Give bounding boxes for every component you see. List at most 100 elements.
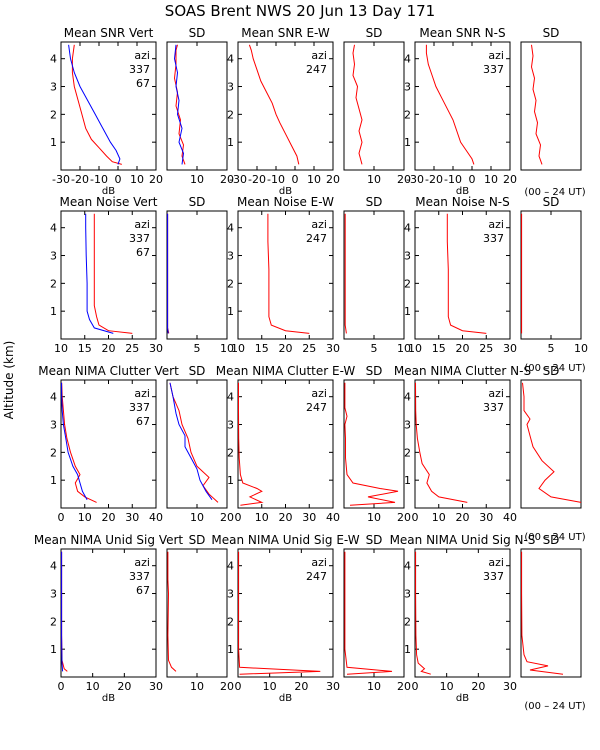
panel-title: Mean NIMA Clutter Vert <box>38 364 179 378</box>
x-tick-label: 20 <box>456 342 470 355</box>
y-tick-label: 3 <box>404 588 411 601</box>
x-tick-label: 0 <box>412 680 419 693</box>
x-tick-label: -20 <box>71 173 89 186</box>
series-line-red <box>344 213 347 334</box>
panel-frame <box>343 41 405 171</box>
panel-title: SD <box>366 26 383 40</box>
x-tick-label: 30 <box>326 342 340 355</box>
y-tick-label: 4 <box>50 391 57 404</box>
x-axis-label: dB <box>102 186 115 197</box>
panel-title: SD <box>189 533 206 547</box>
series-line-red <box>352 44 363 165</box>
legend-header: azi <box>134 49 150 62</box>
x-tick-label: 5 <box>194 342 201 355</box>
y-tick-label: 1 <box>227 474 234 487</box>
series-line-blue <box>61 551 64 672</box>
x-tick-label: 10 <box>574 342 588 355</box>
panel-23: Mean NIMA Unid Sig N-S 1 2 3 4 0 10 20 30 dB azi33… <box>390 533 536 704</box>
y-tick-label: 1 <box>404 136 411 149</box>
panel-title: Mean SNR Vert <box>64 26 154 40</box>
panel-22: SD 10 20 <box>343 533 411 693</box>
x-tick-label: -30 <box>229 173 247 186</box>
x-tick-label: 10 <box>397 342 411 355</box>
x-tick-label: 30 <box>326 680 340 693</box>
series-line-red <box>71 44 122 165</box>
panel-frame <box>166 210 228 340</box>
y-tick-label: 3 <box>50 81 57 94</box>
panel-19: Mean NIMA Unid Sig Vert 1 2 3 4 0 10 20 30 dB azi3… <box>34 533 184 704</box>
y-tick-label: 3 <box>404 250 411 263</box>
series-line-red <box>446 213 487 334</box>
y-tick-label: 3 <box>227 588 234 601</box>
x-tick-label: 15 <box>78 342 92 355</box>
y-tick-label: 4 <box>227 222 234 235</box>
x-tick-label: 10 <box>86 680 100 693</box>
legend-entry: 337 <box>483 232 504 245</box>
legend-entry: 67 <box>136 77 150 90</box>
x-tick-label: 15 <box>432 342 446 355</box>
x-tick-label: 10 <box>54 342 68 355</box>
y-tick-label: 3 <box>404 81 411 94</box>
y-tick-label: 2 <box>227 277 234 290</box>
x-tick-label: 20 <box>397 511 411 524</box>
y-tick-label: 2 <box>404 277 411 290</box>
legend-header: azi <box>488 218 504 231</box>
y-tick-label: 1 <box>404 643 411 656</box>
x-tick-label: 10 <box>190 680 204 693</box>
series-line-red <box>415 382 468 503</box>
panel-frame <box>237 548 334 678</box>
series-line-red <box>173 44 186 165</box>
x-tick-label: 10 <box>255 511 269 524</box>
y-tick-label: 4 <box>50 222 57 235</box>
panel-1: Mean SNR Vert 1 2 3 4 -30 -20 -10 0 10 20 dB azi3376… <box>50 26 163 197</box>
x-tick-label: 0 <box>292 173 299 186</box>
y-tick-label: 1 <box>404 305 411 318</box>
series-line-red <box>61 551 68 672</box>
x-tick-label: 10 <box>263 680 277 693</box>
series-line-blue <box>169 382 213 500</box>
panel-title: Mean NIMA Clutter N-S <box>394 364 531 378</box>
y-tick-label: 4 <box>404 560 411 573</box>
panel-title: Mean Noise E-W <box>237 195 334 209</box>
series-line-blue <box>68 44 121 165</box>
legend-entry: 247 <box>306 63 327 76</box>
legend-entry: 67 <box>136 415 150 428</box>
x-tick-label: 25 <box>479 342 493 355</box>
x-tick-label: 10 <box>220 342 234 355</box>
y-tick-label: 2 <box>50 108 57 121</box>
legend-header: azi <box>488 556 504 569</box>
y-tick-label: 1 <box>50 305 57 318</box>
legend-header: azi <box>488 49 504 62</box>
x-tick-label: -10 <box>90 173 108 186</box>
y-tick-label: 2 <box>50 615 57 628</box>
series-line-red <box>425 44 475 165</box>
y-tick-label: 3 <box>50 250 57 263</box>
panel-frame <box>166 379 228 509</box>
x-tick-label: 20 <box>149 173 163 186</box>
series-line-blue <box>167 213 169 334</box>
time-label-row2: (00 – 24 UT) <box>524 187 585 198</box>
panel-frame <box>520 210 582 340</box>
x-tick-label: 10 <box>432 511 446 524</box>
y-tick-label: 1 <box>50 474 57 487</box>
x-tick-label: 10 <box>78 511 92 524</box>
series-line-red <box>61 382 97 503</box>
x-tick-label: 20 <box>456 511 470 524</box>
y-tick-label: 2 <box>50 446 57 459</box>
series-line-red <box>238 382 264 506</box>
panel-title: SD <box>189 364 206 378</box>
panel-title: Mean NIMA Unid Sig N-S <box>390 533 536 547</box>
panel-4: SD 10 20 <box>343 26 411 186</box>
panel-title: SD <box>543 26 560 40</box>
y-tick-label: 2 <box>227 615 234 628</box>
y-tick-label: 4 <box>227 391 234 404</box>
panel-frame <box>237 41 334 171</box>
time-label-row4: (00 – 24 UT) <box>524 701 585 712</box>
panel-title: SD <box>543 364 560 378</box>
x-tick-label: 20 <box>503 173 517 186</box>
x-tick-label: 30 <box>479 511 493 524</box>
x-tick-label: 10 <box>190 511 204 524</box>
x-tick-label: 0 <box>235 680 242 693</box>
